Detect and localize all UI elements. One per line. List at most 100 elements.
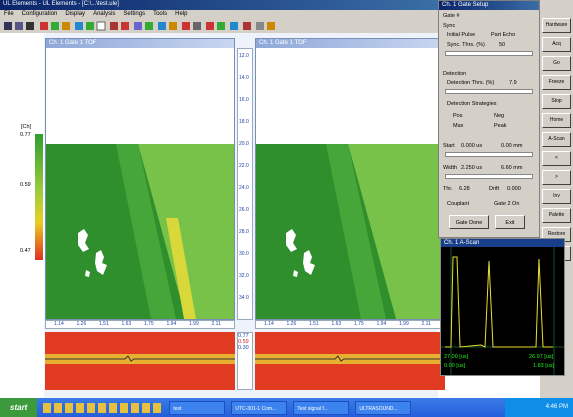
b-scan-strip [255,332,445,390]
value: 2.250 us [461,165,483,171]
x-tick-label: 1.75 [354,321,364,327]
window-title: UL Elements - UL Elements - [C:\...\test… [0,0,438,10]
radio[interactable]: Neg [494,113,505,119]
label: Sync. Thrs. (%) [447,42,485,48]
menu-item[interactable]: File [4,11,14,17]
x-tick-label: 1.75 [144,321,154,327]
radio[interactable]: Pos [453,113,463,119]
radio[interactable]: Peak [494,123,507,129]
tool-button[interactable]: A-Scan [542,132,571,147]
label: Thr. [443,186,453,192]
c-scan-image [256,144,444,319]
menu-item[interactable]: Tools [153,11,168,17]
readout: 1.83 [us] [533,363,555,369]
scale-unit: [Ch] [21,124,32,130]
depth-label: 12.0 [239,53,249,59]
value: 6.60 mm [501,165,523,171]
start-button[interactable]: start [0,398,38,417]
strip-label: 0.30 [238,345,249,351]
task-button[interactable]: ULTRASOUND... [355,400,412,415]
x-tick-label: 1.26 [286,321,297,327]
depth-label: 18.0 [239,119,249,125]
x-tick-label: 1.51 [309,321,319,327]
label: Detection Strategies [447,101,497,107]
tool-button[interactable]: Palette [542,208,571,223]
label: Gate # [443,13,460,19]
scale-label: 0.59 [20,182,31,188]
a-scan-trace [441,247,564,375]
tool-button[interactable]: Hardware [542,18,571,33]
task-button[interactable]: Test signal f... [293,400,350,415]
task-button[interactable]: test [169,400,226,415]
slider[interactable] [445,51,533,56]
task-button[interactable]: UTC-301-1 Com... [231,400,288,415]
x-tick-label: 1.94 [166,321,177,327]
readout: 0.00 [us] [444,363,466,369]
value: 7.9 [509,80,517,86]
label: Start [443,143,455,149]
x-tick-label: 1.14 [264,321,274,327]
tool-button[interactable]: Acq [542,37,571,52]
gate-setup-dialog: Ch. 1 Gate Setup Gate # Sync Initial Pul… [438,0,540,238]
x-tick-label: 1.63 [331,321,342,327]
x-axis: 1.14 1.26 1.51 1.63 1.75 1.94 1.99 2.11 [255,320,445,329]
slider[interactable] [445,152,533,157]
a-scan-window: Ch. 1 A-Scan 27.00 [us] 26.97 [us] 0.00 … [440,238,565,376]
depth-label: 28.0 [239,229,249,235]
radio[interactable]: Part Echo [491,32,516,38]
tool-button[interactable]: Home [542,113,571,128]
x-tick-label: 1.14 [54,321,64,327]
label: Detection Thrs. (%) [447,80,495,86]
taskbar: start test UTC-301-1 Com... Test signal f.… [0,398,573,417]
menu-item[interactable]: Analysis [93,11,116,17]
depth-label: 24.0 [239,185,249,191]
tool-button[interactable]: Stop [542,94,571,109]
tool-button[interactable]: < [542,151,571,166]
menu-item[interactable]: Settings [123,11,146,17]
tool-button[interactable]: Go [542,56,571,71]
depth-label: 32.0 [239,273,249,279]
menu-bar: File Configuration Display Analysis Settings… [0,10,438,19]
slider[interactable] [445,89,533,94]
x-tick-label: 2.11 [421,321,431,327]
color-scale [35,134,43,260]
checkbox[interactable]: Couplant [447,201,470,207]
x-tick-label: 1.94 [376,321,387,327]
readout: 27.00 [us] [444,354,469,360]
exit-button[interactable]: Exit [495,215,525,229]
scale-label: 0.77 [20,132,31,138]
x-axis: 1.14 1.26 1.51 1.63 1.75 1.94 1.99 2.11 [45,320,235,329]
tool-button[interactable]: Inv [542,189,571,204]
depth-label: 26.0 [239,207,249,213]
value: 0.000 us [461,143,483,149]
radio[interactable]: Max [453,123,464,129]
dialog-title: Ch. 1 Gate Setup [439,1,539,10]
c-scan-panel: Ch. 1 Gate 1 TOF [255,38,445,320]
panel-title: Ch. 1 Gate 1 TOF [46,39,234,48]
menu-item[interactable]: Display [65,11,86,17]
clock: 4:46 PM [505,398,573,417]
depth-label: 14.0 [239,75,249,81]
strip-label: 0.77 [238,333,249,339]
label: Width [443,165,458,171]
label: Sync [443,23,456,29]
c-scan-panel: Ch. 1 Gate 1 TOF [45,38,235,320]
depth-scale: 12.0 14.0 16.0 18.0 20.0 22.0 24.0 26.0 28.0 30.0… [237,48,253,320]
depth-label: 34.0 [239,295,249,301]
b-scan-strip [45,332,235,390]
value: 0.00 mm [501,143,523,149]
x-tick-label: 1.99 [399,321,409,327]
checkbox[interactable]: Gate 2 On [494,201,520,207]
gate-done-button[interactable]: Gate Done [449,215,489,229]
slider[interactable] [445,174,533,179]
tool-button[interactable]: > [542,170,571,185]
value: 50 [499,42,506,48]
label: Drift [489,186,500,192]
radio[interactable]: Initial Pulse [447,32,476,38]
menu-item[interactable]: Configuration [21,11,58,17]
tool-button[interactable]: Freeze [542,75,571,90]
depth-label: 20.0 [239,141,249,147]
value: 6.28 [459,186,470,192]
c-scan-image [46,144,234,319]
menu-item[interactable]: Help [175,11,188,17]
